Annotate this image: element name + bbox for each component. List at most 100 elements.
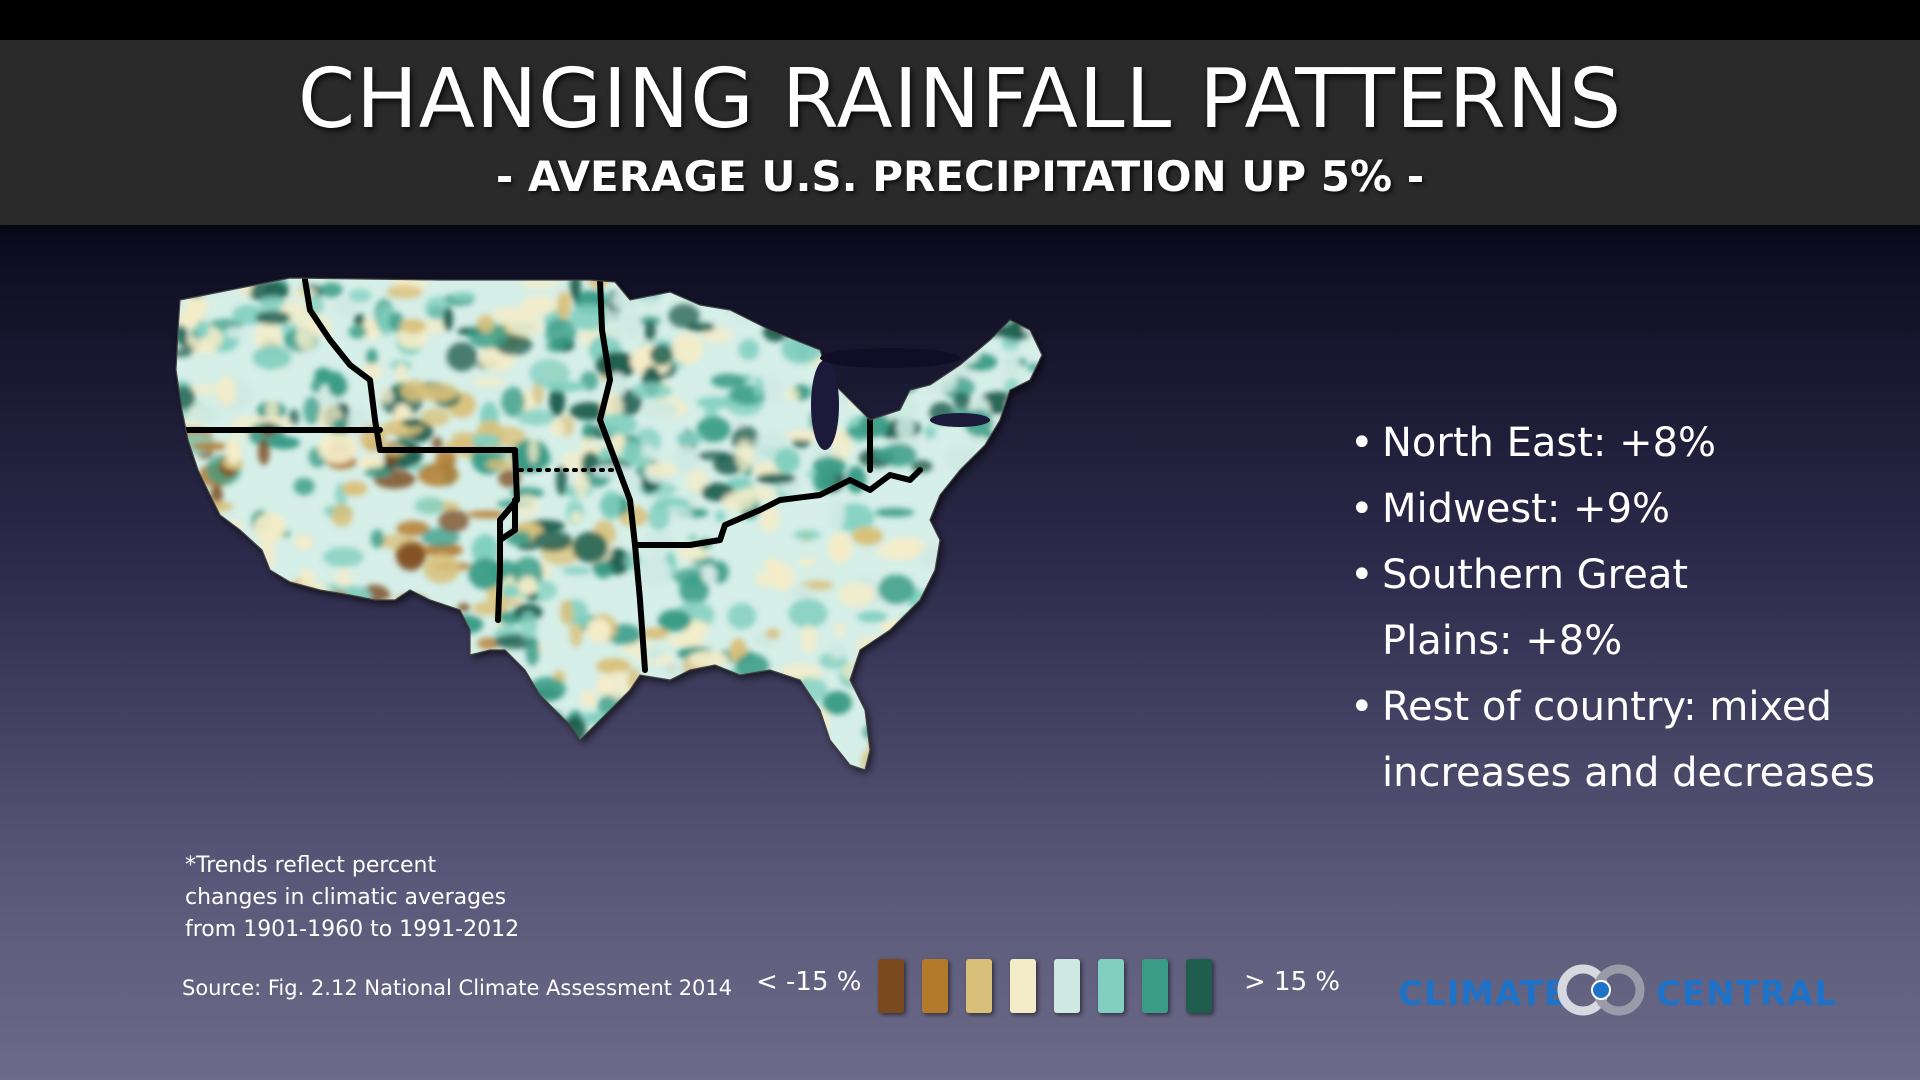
trend-blob: [870, 304, 883, 323]
trend-blob: [227, 552, 238, 574]
border-midwest-west: [597, 278, 638, 548]
trend-blob: [1028, 385, 1042, 401]
footnote-line: *Trends reflect percent: [185, 853, 437, 878]
trend-blob: [326, 611, 365, 628]
trend-blob: [296, 320, 316, 351]
trend-blob: [247, 280, 289, 302]
title-band: [0, 40, 1920, 225]
trend-blob: [828, 533, 853, 563]
trend-blob: [265, 399, 279, 420]
legend-swatch: [878, 959, 904, 1013]
trend-blob: [818, 335, 838, 351]
trend-blob: [710, 373, 746, 389]
trend-blob: [560, 599, 574, 626]
trend-blob: [679, 574, 709, 605]
trend-blob: [767, 374, 780, 404]
trend-blob: [582, 422, 595, 442]
trend-blob: [676, 431, 704, 446]
trend-blob: [471, 534, 500, 565]
trend-blob: [917, 318, 929, 350]
border-ozark: [632, 542, 648, 673]
trend-blob: [353, 313, 365, 326]
trend-blob: [989, 416, 1024, 438]
trend-blob: [401, 418, 423, 427]
trend-blob: [735, 653, 769, 680]
trend-blob: [468, 558, 503, 590]
trend-blob: [800, 624, 817, 654]
trend-blob: [329, 595, 354, 615]
lake-erie: [930, 413, 990, 427]
trend-blob: [596, 674, 614, 696]
trend-blob: [697, 668, 716, 685]
trend-blob: [1011, 422, 1026, 439]
trend-blob: [995, 313, 1036, 341]
trend-blob: [400, 642, 429, 652]
top-strip: [0, 0, 1920, 40]
trend-blob: [851, 526, 883, 546]
trend-blob: [924, 425, 937, 439]
trend-blob: [570, 511, 583, 524]
trend-blob: [621, 441, 643, 463]
footnote-line: from 1901-1960 to 1991-2012: [185, 917, 520, 942]
trend-blob: [186, 385, 224, 394]
trend-blob: [561, 451, 585, 472]
trend-blob: [753, 376, 765, 399]
trend-blob: [528, 676, 567, 702]
trend-blob: [467, 322, 509, 349]
trend-blob: [820, 340, 841, 352]
trend-blob: [417, 383, 459, 402]
trend-blob: [179, 494, 194, 516]
trend-blob: [913, 321, 935, 342]
trend-blob: [528, 709, 563, 724]
trend-blob: [915, 743, 958, 766]
us-map-svg: [175, 277, 1043, 771]
trend-blob: [642, 295, 656, 307]
trend-blob: [868, 367, 881, 385]
trend-blob: [202, 527, 234, 548]
trend-blob: [734, 417, 746, 429]
trend-blob: [1022, 316, 1042, 337]
trend-blob: [402, 611, 431, 634]
trend-blob: [722, 490, 756, 512]
trend-blob: [738, 338, 760, 361]
trend-blob: [254, 321, 282, 352]
trend-blob: [293, 477, 315, 496]
trend-blob: [758, 704, 782, 736]
trend-blob: [884, 632, 923, 663]
trend-blob: [571, 616, 593, 626]
trend-blob: [204, 553, 234, 585]
trend-blob: [580, 690, 598, 707]
trend-blob: [641, 627, 670, 640]
trend-blob: [674, 445, 699, 473]
regional-bullets: • North East: +8% • Midwest: +9% • South…: [1350, 410, 1910, 806]
legend-swatch: [1142, 959, 1168, 1013]
trend-blob: [631, 753, 651, 762]
trend-blob: [917, 546, 954, 568]
trend-blob: [715, 510, 726, 523]
trend-blob: [386, 285, 423, 299]
trend-blob: [813, 468, 835, 494]
trend-blob: [257, 438, 270, 466]
trend-blob: [200, 575, 240, 605]
trend-blob: [501, 694, 534, 704]
trend-blob: [212, 522, 223, 532]
trend-blob: [228, 608, 255, 629]
trend-blob: [176, 385, 196, 411]
trend-blob: [240, 278, 253, 297]
trend-blob: [658, 609, 692, 632]
trend-blob: [485, 458, 514, 471]
trend-blob: [764, 558, 783, 572]
trend-blob: [789, 585, 813, 598]
lake-michigan: [811, 360, 839, 450]
trend-blob: [814, 295, 835, 306]
trend-blob: [176, 349, 193, 358]
trend-blob: [828, 642, 847, 660]
trend-blob: [252, 345, 292, 370]
trend-blob: [414, 497, 445, 515]
trend-blob: [606, 670, 632, 700]
precipitation-map: [170, 270, 1320, 880]
trend-blob: [358, 455, 385, 470]
logo-word-central: CENTRAL: [1656, 974, 1837, 1014]
trend-blob: [300, 625, 314, 647]
